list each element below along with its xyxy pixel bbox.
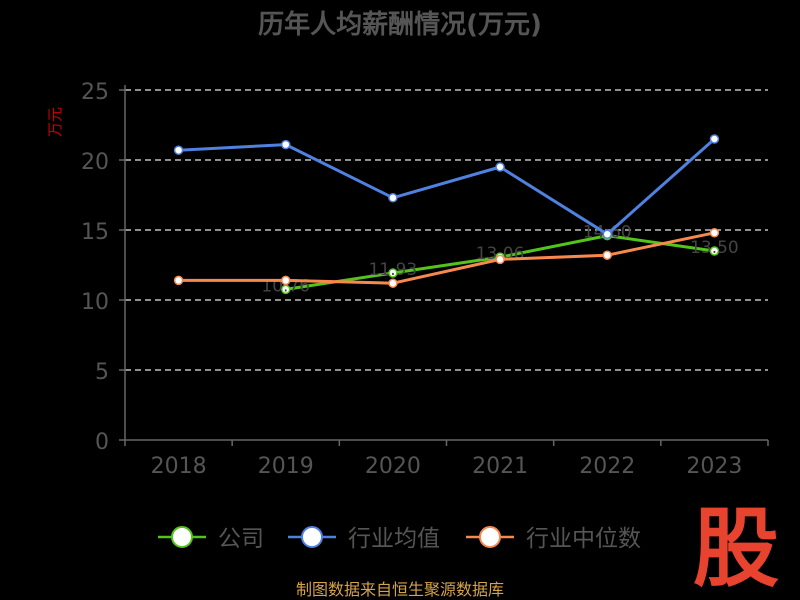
legend-item[interactable]: 行业均值 — [288, 526, 440, 552]
legend-swatch-marker — [301, 526, 323, 548]
x-tick-label: 2023 — [686, 454, 742, 479]
data-point[interactable] — [709, 228, 720, 238]
source-footer: 制图数据来自恒生聚源数据库 — [296, 580, 504, 599]
x-tick-label: 2018 — [151, 454, 207, 479]
series-line — [178, 137, 716, 236]
y-tick-label: 15 — [81, 220, 109, 245]
axes: 0 5 10 15 20 25 2018 2019 2020 2021 2022 2023 — [81, 80, 769, 479]
legend-swatch-marker — [479, 526, 501, 548]
x-tick-label: 2022 — [579, 454, 635, 479]
data-point[interactable] — [281, 284, 291, 295]
data-point[interactable] — [709, 134, 720, 144]
data-point[interactable] — [602, 229, 612, 239]
data-point[interactable] — [281, 139, 291, 150]
data-point[interactable] — [388, 278, 398, 288]
data-point[interactable] — [281, 275, 291, 286]
x-tick-label: 2020 — [365, 454, 421, 479]
data-point[interactable] — [495, 254, 505, 265]
data-label: 11.93 — [369, 260, 418, 280]
x-tick-label: 2021 — [472, 454, 528, 479]
data-label: 13.50 — [690, 238, 739, 258]
data-point[interactable] — [173, 275, 184, 286]
legend-item[interactable]: 公司 — [158, 526, 264, 552]
legend-swatch-marker — [171, 526, 193, 548]
data-point[interactable] — [173, 145, 184, 155]
legend-item[interactable]: 行业中位数 — [466, 526, 641, 552]
chart-title: 历年人均薪酬情况(万元) — [258, 9, 542, 40]
data-point[interactable] — [495, 162, 505, 172]
brand-logo: 股 — [693, 499, 779, 590]
brand-logo-glyph: 股 — [693, 499, 779, 590]
y-tick-label: 20 — [81, 150, 109, 175]
y-tick-label: 25 — [81, 80, 109, 105]
legend-label: 行业中位数 — [526, 526, 641, 552]
data-point[interactable] — [709, 246, 720, 256]
grid-lines — [125, 89, 768, 371]
data-point[interactable] — [388, 268, 398, 278]
y-tick-label: 5 — [95, 360, 109, 385]
legend-label: 行业均值 — [348, 526, 440, 552]
y-tick-label: 0 — [95, 430, 109, 455]
y-tick-label: 10 — [81, 290, 109, 315]
y-axis-label: 万元 — [46, 107, 64, 137]
legend-label: 公司 — [218, 526, 264, 552]
x-tick-label: 2019 — [258, 454, 314, 479]
legend[interactable]: 公司 行业均值 行业中位数 — [158, 526, 641, 552]
data-point[interactable] — [602, 250, 612, 260]
data-point[interactable] — [388, 193, 398, 203]
series-line — [178, 231, 715, 285]
